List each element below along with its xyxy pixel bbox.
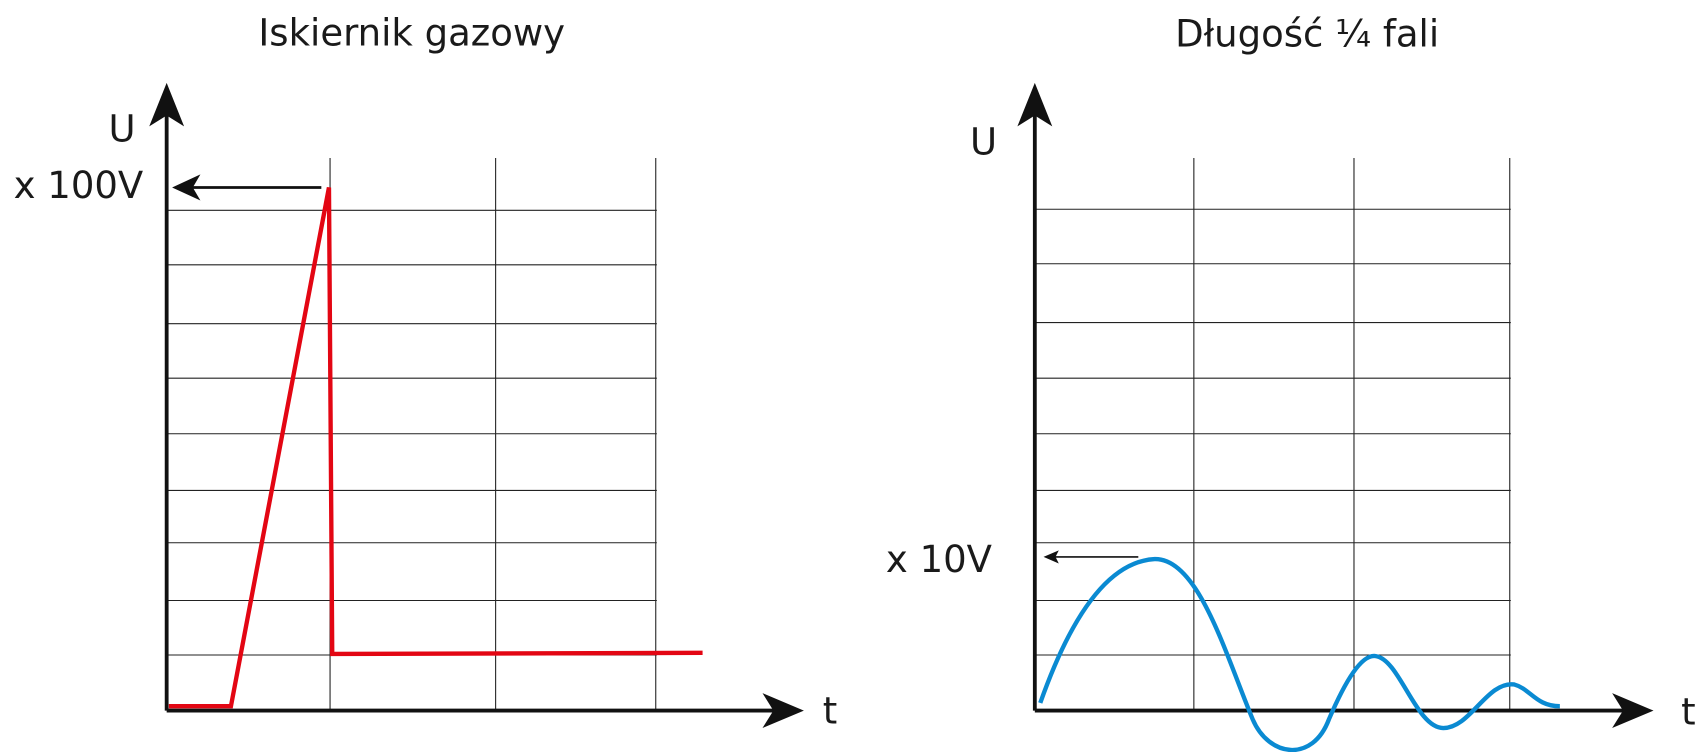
x-label: t — [823, 689, 838, 732]
scale-label: x 10V — [886, 538, 993, 581]
arrowhead — [1043, 550, 1059, 564]
scale-label: x 100V — [14, 164, 144, 207]
y-label: U — [970, 120, 997, 163]
arrowhead — [1612, 693, 1654, 729]
panel-title: Długość ¼ fali — [1175, 12, 1439, 55]
arrowhead — [762, 693, 804, 729]
grid — [1034, 158, 1511, 711]
x-label: t — [1681, 690, 1696, 733]
panel-spark-gap: Iskiernik gazowy U x 100V t — [14, 11, 838, 732]
arrowhead — [172, 174, 201, 201]
voltage-curve — [1038, 556, 1560, 752]
y-label: U — [108, 107, 135, 150]
voltage-curve — [168, 187, 703, 709]
arrowhead — [1017, 82, 1053, 127]
panel-quarter-wave: Długość ¼ fali U x 10V t — [886, 12, 1696, 752]
grid — [166, 158, 657, 711]
panel-title: Iskiernik gazowy — [258, 11, 565, 54]
arrowhead — [149, 82, 185, 127]
